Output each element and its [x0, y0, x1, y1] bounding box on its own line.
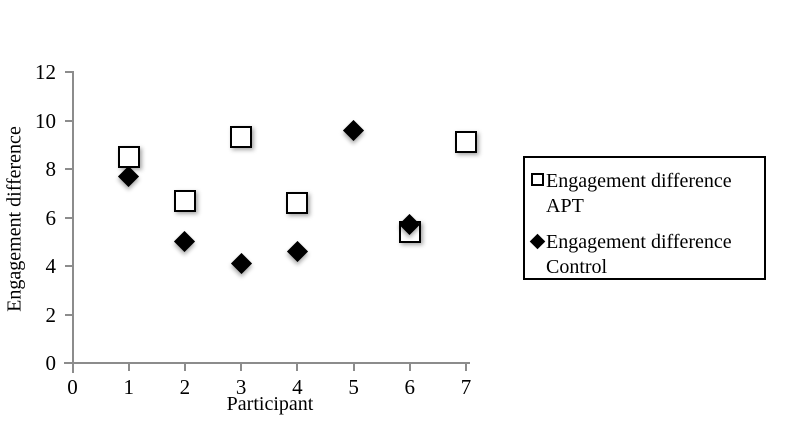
- y-tick-label: 10: [35, 108, 56, 133]
- y-tick-label: 8: [45, 157, 57, 181]
- y-tick: [65, 71, 73, 73]
- y-tick: [65, 362, 73, 364]
- y-tick-label: 12: [35, 60, 56, 84]
- y-tick: [65, 119, 73, 122]
- x-tick: [183, 362, 186, 371]
- y-tick: [65, 216, 73, 219]
- x-tick-label: 2: [179, 375, 191, 399]
- filled-diamond-marker: [118, 165, 140, 187]
- x-tick-label: 1: [123, 375, 134, 399]
- y-axis-line: [72, 71, 74, 373]
- y-tick: [65, 168, 73, 170]
- x-tick-label: 7: [460, 375, 472, 399]
- legend-item-control: Engagement difference Control: [529, 230, 760, 280]
- x-tick: [465, 362, 467, 371]
- filled-diamond-marker-icon: [529, 233, 546, 250]
- x-tick-label: 4: [292, 375, 303, 399]
- x-tick-label: 5: [348, 375, 359, 399]
- x-tick: [127, 362, 130, 371]
- x-tick: [296, 362, 299, 371]
- x-tick: [352, 362, 355, 371]
- y-axis-title: Engagement difference: [3, 126, 26, 312]
- open-square-marker: [286, 191, 309, 214]
- x-tick-label: 0: [67, 375, 78, 399]
- legend-label-control: Engagement difference Control: [546, 231, 732, 278]
- y-tick-label: 4: [45, 254, 57, 278]
- y-tick: [65, 265, 73, 267]
- y-tick-label: 6: [45, 205, 57, 230]
- y-tick-label: 2: [45, 302, 57, 327]
- x-tick-label: 6: [404, 375, 416, 399]
- y-tick-label: 0: [45, 351, 57, 375]
- legend-label-apt: Engagement difference APT: [546, 170, 732, 217]
- x-tick: [408, 362, 411, 371]
- y-tick: [65, 313, 73, 316]
- open-square-marker: [117, 145, 140, 168]
- open-square-marker: [173, 189, 196, 212]
- x-tick: [240, 362, 243, 371]
- legend-box: Engagement difference APT Engagement dif…: [523, 156, 766, 280]
- filled-diamond-marker: [230, 252, 252, 275]
- open-square-marker-icon: [531, 173, 544, 186]
- x-axis-line: [64, 362, 470, 364]
- x-tick: [71, 362, 74, 371]
- filled-diamond-marker: [174, 231, 196, 253]
- open-square-marker: [455, 131, 477, 154]
- legend-item-apt: Engagement difference APT: [531, 169, 760, 219]
- open-square-marker: [230, 126, 253, 149]
- x-axis-title: Participant: [226, 393, 314, 415]
- filled-diamond-marker: [342, 119, 365, 141]
- x-tick-label: 3: [235, 375, 247, 399]
- filled-diamond-marker: [286, 240, 308, 263]
